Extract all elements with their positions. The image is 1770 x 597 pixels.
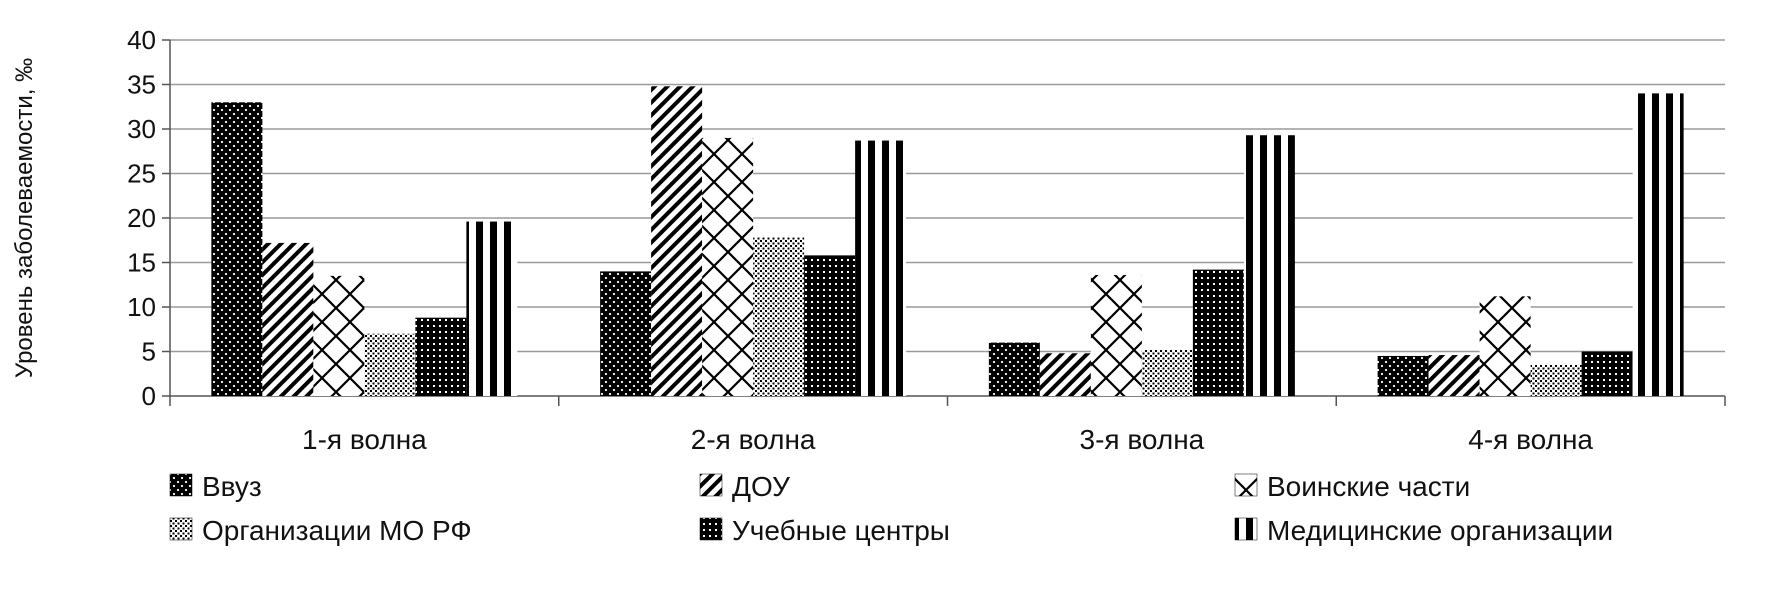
legend-label: Учебные центры <box>732 515 950 546</box>
legend: Ввуз ДОУ Воинские части Организации МО РФ Уч… <box>169 471 1613 546</box>
y-tick-label: 10 <box>127 292 156 322</box>
legend-swatch <box>699 517 723 541</box>
bars <box>211 86 1684 397</box>
bar-2-4 <box>1428 355 1480 396</box>
legend-swatch <box>1234 473 1258 497</box>
y-tick-label: 5 <box>142 337 156 367</box>
bar-2-1 <box>262 242 314 396</box>
bar-1-3 <box>988 342 1040 396</box>
legend-swatch <box>169 517 193 541</box>
bar-4-4 <box>1530 364 1582 396</box>
bar-3-4 <box>1479 296 1531 396</box>
x-tick-label: 3-я волна <box>1080 424 1205 455</box>
bar-1-1 <box>211 102 263 397</box>
bar-2-3 <box>1039 353 1091 396</box>
bar-1-2 <box>600 271 652 396</box>
legend-label: Организации МО РФ <box>202 515 472 546</box>
bar-6-1 <box>466 221 518 396</box>
bar-5-3 <box>1192 269 1244 396</box>
bar-5-4 <box>1581 351 1633 396</box>
y-axis-label: Уровень заболеваемости, ‰ <box>11 58 38 378</box>
gridlines <box>170 39 1725 353</box>
bar-4-3 <box>1141 349 1193 396</box>
legend-label: ДОУ <box>732 471 790 502</box>
legend-swatch <box>1234 517 1258 541</box>
axis-labels: 0 5 10 15 20 25 30 35 40 1-я волна 2-я волна 3-я во… <box>11 25 1593 455</box>
bar-2-2 <box>651 86 703 396</box>
legend-swatch <box>169 473 193 497</box>
legend-label: Медицинские организации <box>1267 515 1613 546</box>
bar-6-3 <box>1243 135 1295 397</box>
y-tick-label: 25 <box>127 159 156 189</box>
y-tick-label: 20 <box>127 203 156 233</box>
bar-5-2 <box>804 255 856 396</box>
y-tick-label: 40 <box>127 25 156 55</box>
y-tick-label: 0 <box>142 381 156 411</box>
bar-6-2 <box>855 140 907 396</box>
y-tick-label: 35 <box>127 70 156 100</box>
legend-swatch <box>699 473 723 497</box>
bar-3-2 <box>702 137 754 396</box>
legend-label: Ввуз <box>202 471 262 502</box>
x-tick-label: 2-я волна <box>691 424 816 455</box>
bar-1-4 <box>1377 355 1429 396</box>
bar-3-1 <box>313 275 365 396</box>
bar-6-4 <box>1632 93 1684 397</box>
y-tick-label: 30 <box>127 114 156 144</box>
bar-4-2 <box>753 237 805 396</box>
bar-5-1 <box>415 317 467 396</box>
x-tick-label: 1-я волна <box>302 424 427 455</box>
x-tick-label: 4-я волна <box>1468 424 1593 455</box>
bar-3-3 <box>1090 274 1142 396</box>
legend-label: Воинские части <box>1267 471 1470 502</box>
bar-4-1 <box>364 333 416 396</box>
y-tick-label: 15 <box>127 248 156 278</box>
